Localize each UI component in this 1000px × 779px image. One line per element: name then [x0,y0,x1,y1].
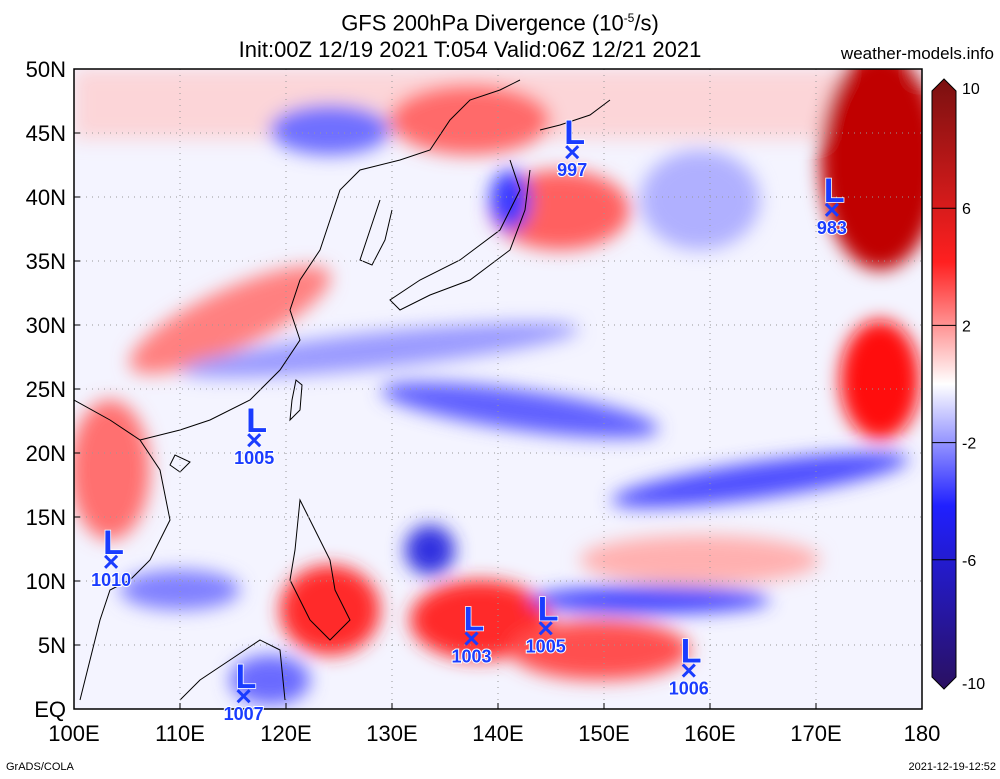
low-letter: L [538,590,559,628]
lon-tick-label: 100E [48,721,99,746]
low-pressure-marker: L 1007 [223,657,265,725]
low-pressure-marker: L 1003 [450,600,492,668]
divergence-field [74,69,922,709]
lon-tick-label: 120E [260,721,311,746]
chart-subtitle: Init:00Z 12/19 2021 T:054 Valid:06Z 12/2… [238,37,702,62]
low-pressure-value: 1006 [669,679,709,699]
colorbar-label: 6 [962,201,971,218]
low-center-icon [565,145,580,160]
low-pressure-value: 983 [817,218,847,238]
low-letter: L [236,658,257,696]
lon-tick-label: 130E [366,721,417,746]
low-center-icon [824,202,839,217]
website-label: weather-models.info [840,44,994,63]
low-pressure-marker: L 1010 [90,523,132,591]
lat-tick-label: 25N [26,377,66,402]
chart-title: GFS 200hPa Divergence (10-5/s) [341,10,659,36]
low-pressure-value: 1005 [526,636,566,656]
colorbar [931,78,957,690]
colorbar-label: -10 [962,676,985,693]
low-letter: L [824,172,845,210]
lat-tick-label: 35N [26,249,66,274]
low-pressure-value: 997 [557,160,587,180]
low-letter: L [103,524,124,562]
colorbar-label: 10 [962,81,980,98]
low-center-icon [464,631,479,646]
lon-tick-label: 180 [904,721,941,746]
low-pressure-marker: L 1005 [525,590,567,658]
low-pressure-marker: L 1005 [233,401,275,469]
lat-tick-label: 50N [26,57,66,82]
colorbar-label: -2 [962,436,976,453]
lon-tick-label: 110E [155,721,205,746]
coastlines [74,79,611,701]
low-pressure-value: 1007 [224,704,264,724]
low-center-icon [104,554,119,569]
lat-tick-label: 20N [26,441,66,466]
low-center-icon [538,621,553,636]
colorbar-label: 2 [962,318,971,335]
lon-tick-label: 170E [790,721,841,746]
low-pressure-marker: L 997 [556,113,588,181]
low-pressure-marker: L 1006 [668,632,710,700]
low-letter: L [564,114,585,152]
lat-tick-label: EQ [34,697,66,722]
lon-tick-label: 160E [684,721,735,746]
footer-software: GrADS/COLA [6,761,74,773]
low-center-icon [247,433,262,448]
low-pressure-value: 1005 [234,448,274,468]
low-pressure-value: 1003 [451,647,491,667]
low-pressure-marker: L 983 [816,171,848,239]
low-letter: L [246,402,267,440]
low-letter: L [681,633,702,671]
lat-tick-label: 45N [26,121,66,146]
lon-tick-label: 140E [472,721,523,746]
lat-tick-label: 5N [38,633,66,658]
low-center-icon [681,663,696,678]
lat-tick-label: 40N [26,185,66,210]
footer-timestamp: 2021-12-19-12:52 [908,761,996,773]
lat-tick-label: 15N [26,505,66,530]
lat-tick-label: 10N [26,569,66,594]
low-letter: L [464,601,485,639]
low-center-icon [236,689,251,704]
lon-tick-label: 150E [578,721,629,746]
colorbar-label: -6 [962,553,976,570]
low-pressure-value: 1010 [91,570,131,590]
lat-tick-label: 30N [26,313,66,338]
